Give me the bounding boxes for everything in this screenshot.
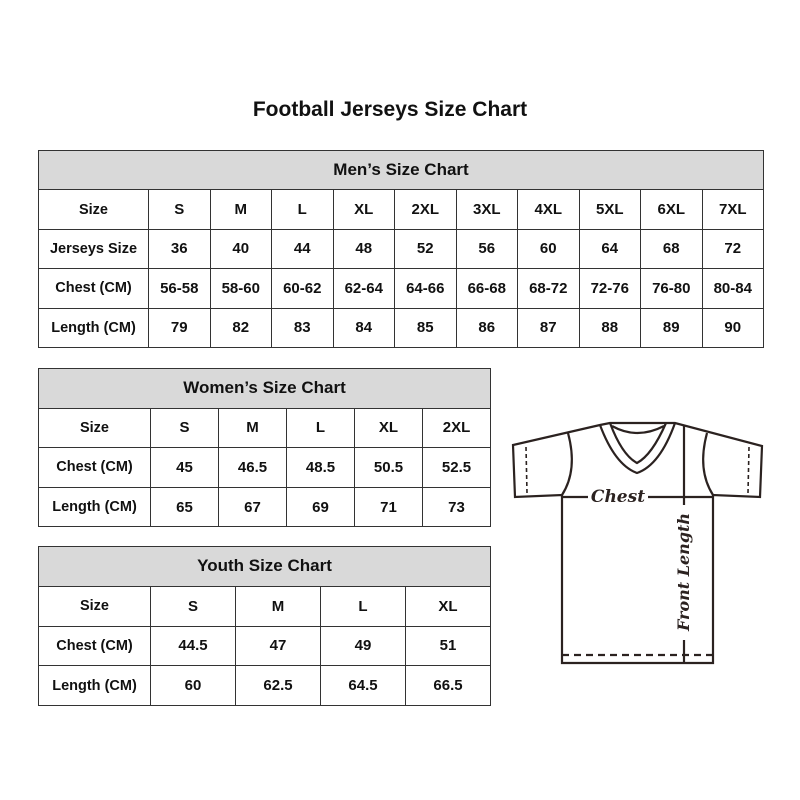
row-label: Chest (CM) — [38, 268, 149, 309]
row-label: Size — [38, 585, 151, 627]
table-row: Size S M L XL 2XL 3XL 4XL 5XL 6XL 7XL — [38, 189, 764, 230]
table-row: Length (CM) 60 62.5 64.5 66.5 — [38, 665, 491, 707]
table-cell: XL — [354, 407, 423, 449]
page-title: Football Jerseys Size Chart — [252, 98, 528, 121]
table-cell: 5XL — [578, 189, 641, 230]
table-cell: 2XL — [422, 407, 491, 449]
table-cell: 84 — [332, 307, 395, 348]
table-cell: 40 — [209, 228, 272, 270]
table-row: Chest (CM) 44.5 47 49 51 — [38, 625, 491, 667]
row-label: Jerseys Size — [38, 228, 149, 270]
row-label: Length (CM) — [38, 486, 151, 528]
table-heading-row: Men’s Size Chart — [38, 149, 764, 191]
row-label: Size — [38, 407, 151, 449]
mens-size-table: Men’s Size Chart Size S M L XL 2XL 3XL 4XL 5XL 6XL… — [38, 149, 764, 348]
table-cell: 76-80 — [640, 268, 703, 309]
table-cell: 66.5 — [405, 665, 491, 707]
table-cell: 44 — [271, 228, 334, 270]
table-cell: 48 — [332, 228, 395, 270]
table-row: Chest (CM) 45 46.5 48.5 50.5 52.5 — [38, 447, 491, 488]
row-label: Chest (CM) — [38, 447, 151, 488]
table-cell: 65 — [150, 486, 219, 528]
table-cell: 7XL — [701, 189, 764, 230]
table-cell: 60-62 — [271, 268, 334, 309]
table-cell: 87 — [517, 307, 580, 348]
table-cell: 47 — [235, 625, 321, 667]
left-sleeve-seam — [561, 432, 573, 496]
table-cell: M — [235, 585, 321, 627]
table-cell: 68 — [640, 228, 703, 270]
table-cell: 62-64 — [332, 268, 395, 309]
table-row: Size S M L XL 2XL — [38, 407, 491, 449]
table-cell: 72-76 — [578, 268, 641, 309]
table-cell: 52.5 — [422, 447, 491, 488]
table-cell: 56 — [455, 228, 518, 270]
table-cell: 71 — [354, 486, 423, 528]
table-cell: 72 — [701, 228, 764, 270]
table-cell: 60 — [150, 665, 236, 707]
chest-label: Chest — [591, 487, 645, 507]
table-cell: 51 — [405, 625, 491, 667]
table-cell: M — [218, 407, 287, 449]
row-label: Chest (CM) — [38, 625, 151, 667]
table-cell: 60 — [517, 228, 580, 270]
table-heading-row: Women’s Size Chart — [38, 368, 491, 409]
table-cell: 80-84 — [701, 268, 764, 309]
table-row: Chest (CM) 56-58 58-60 60-62 62-64 64-66 66-68… — [38, 268, 764, 309]
youth-table-heading: Youth Size Chart — [38, 546, 491, 587]
neckline-inner — [608, 422, 668, 465]
youth-size-table: Youth Size Chart Size S M L XL Chest (CM) 44.5 4… — [38, 546, 491, 707]
table-row: Size S M L XL — [38, 585, 491, 627]
table-heading-row: Youth Size Chart — [38, 546, 491, 587]
table-cell: S — [150, 585, 236, 627]
table-cell: 6XL — [640, 189, 703, 230]
front-length-label: Front Length — [674, 513, 693, 632]
table-cell: 88 — [578, 307, 641, 348]
table-cell: 49 — [320, 625, 406, 667]
table-cell: L — [320, 585, 406, 627]
table-cell: 82 — [209, 307, 272, 348]
table-cell: XL — [405, 585, 491, 627]
table-cell: 69 — [286, 486, 355, 528]
jersey-outline — [511, 421, 764, 665]
table-cell: 56-58 — [148, 268, 211, 309]
womens-size-table: Women’s Size Chart Size S M L XL 2XL Chest (CM)… — [38, 368, 491, 528]
table-cell: 64-66 — [394, 268, 457, 309]
table-cell: 45 — [150, 447, 219, 488]
table-cell: 66-68 — [455, 268, 518, 309]
women-table-heading: Women’s Size Chart — [38, 368, 491, 409]
table-cell: 68-72 — [517, 268, 580, 309]
table-cell: XL — [332, 189, 395, 230]
table-row: Length (CM) 79 82 83 84 85 86 87 88 89 90 — [38, 307, 764, 348]
table-cell: 44.5 — [150, 625, 236, 667]
table-cell: 86 — [455, 307, 518, 348]
right-cuff-stitch-line — [747, 446, 750, 494]
neckline-outer — [598, 422, 677, 475]
collar-back — [611, 425, 665, 435]
table-cell: 85 — [394, 307, 457, 348]
row-label: Length (CM) — [38, 307, 149, 348]
table-cell: L — [286, 407, 355, 449]
table-cell: 79 — [148, 307, 211, 348]
table-cell: 90 — [701, 307, 764, 348]
table-cell: 67 — [218, 486, 287, 528]
table-cell: 36 — [148, 228, 211, 270]
row-label: Size — [38, 189, 149, 230]
table-cell: 50.5 — [354, 447, 423, 488]
table-cell: 62.5 — [235, 665, 321, 707]
right-sleeve-seam — [702, 432, 714, 496]
table-cell: 64.5 — [320, 665, 406, 707]
table-row: Jerseys Size 36 40 44 48 52 56 60 64 68 72 — [38, 228, 764, 270]
table-cell: L — [271, 189, 334, 230]
table-cell: 48.5 — [286, 447, 355, 488]
left-cuff-stitch-line — [525, 446, 528, 494]
table-row: Length (CM) 65 67 69 71 73 — [38, 486, 491, 528]
men-table-heading: Men’s Size Chart — [38, 149, 764, 191]
table-cell: 73 — [422, 486, 491, 528]
